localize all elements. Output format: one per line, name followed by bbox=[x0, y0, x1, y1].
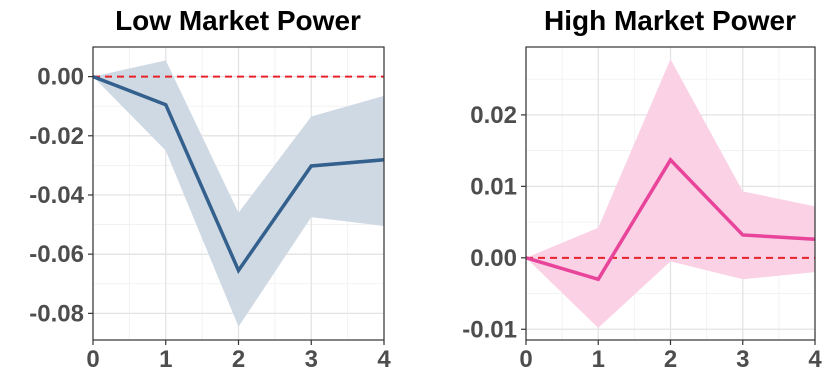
response-line bbox=[92, 74, 385, 275]
x-tick-label: 2 bbox=[232, 346, 245, 373]
x-tick-label: 4 bbox=[377, 346, 391, 373]
confidence-band bbox=[526, 59, 815, 328]
y-tick-label: -0.06 bbox=[29, 241, 84, 268]
x-tick-label: 1 bbox=[592, 346, 605, 373]
y-tick-label: 0.00 bbox=[37, 64, 84, 91]
x-tick-label: 0 bbox=[519, 346, 532, 373]
x-tick-label: 0 bbox=[86, 346, 99, 373]
x-tick-label: 3 bbox=[736, 346, 749, 373]
panel-low-market-power: 0.00 -0.02 -0.04 -0.06 -0.080 1 2 3 4 Low Market … bbox=[29, 5, 391, 373]
x-tick-label: 3 bbox=[305, 346, 318, 373]
x-tick-label: 4 bbox=[808, 346, 822, 373]
y-tick-label: -0.04 bbox=[29, 182, 84, 209]
x-tick-label: 2 bbox=[664, 346, 677, 373]
confidence-band bbox=[93, 60, 384, 327]
y-tick-label: -0.01 bbox=[462, 316, 517, 343]
response-line bbox=[525, 157, 816, 282]
panel-title: Low Market Power bbox=[115, 5, 361, 36]
y-tick-label: 0.01 bbox=[470, 173, 517, 200]
panel-high-market-power: 0.02 0.01 0.00 -0.010 1 2 3 4 High Market Power bbox=[462, 5, 822, 373]
y-tick-label: -0.02 bbox=[29, 123, 84, 150]
y-tick-label: 0.00 bbox=[470, 245, 517, 272]
panel-title: High Market Power bbox=[544, 5, 796, 36]
x-tick-label: 1 bbox=[159, 346, 172, 373]
y-tick-label: -0.08 bbox=[29, 300, 84, 327]
y-tick-label: 0.02 bbox=[470, 102, 517, 129]
